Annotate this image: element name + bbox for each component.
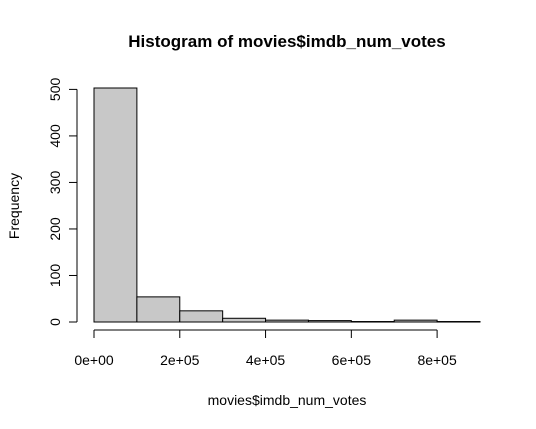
histogram-bars bbox=[93, 87, 481, 323]
x-tick-label-3: 6e+05 bbox=[332, 352, 372, 368]
histogram-bar-4 bbox=[265, 319, 309, 323]
y-tick-label-5: 500 bbox=[47, 78, 63, 102]
y-axis: 0 100 200 300 400 500 bbox=[47, 78, 78, 326]
x-tick-label-2: 4e+05 bbox=[246, 352, 286, 368]
chart-title: Histogram of movies$imdb_num_votes bbox=[128, 32, 445, 51]
histogram-bar-2 bbox=[179, 310, 224, 323]
y-tick-label-3: 300 bbox=[47, 171, 63, 195]
y-tick-label-1: 100 bbox=[47, 264, 63, 288]
y-tick-label-0: 0 bbox=[47, 318, 63, 326]
y-tick-label-2: 200 bbox=[47, 217, 63, 241]
x-tick-label-4: 8e+05 bbox=[417, 352, 457, 368]
x-tick-label-1: 2e+05 bbox=[160, 352, 200, 368]
histogram-bar-6 bbox=[350, 321, 395, 323]
histogram-bar-8 bbox=[436, 321, 481, 323]
histogram-bar-1 bbox=[136, 296, 181, 323]
histogram-bar-0 bbox=[93, 87, 138, 323]
histogram-bar-3 bbox=[222, 317, 267, 323]
x-tick-label-0: 0e+00 bbox=[74, 352, 114, 368]
y-axis-label: Frequency bbox=[6, 173, 22, 239]
x-axis-label: movies$imdb_num_votes bbox=[208, 392, 367, 408]
x-axis: 0e+00 2e+05 4e+05 6e+05 8e+05 bbox=[74, 329, 457, 368]
y-tick-label-4: 400 bbox=[47, 124, 63, 148]
histogram-bar-5 bbox=[307, 320, 352, 323]
histogram-bar-7 bbox=[393, 319, 438, 323]
